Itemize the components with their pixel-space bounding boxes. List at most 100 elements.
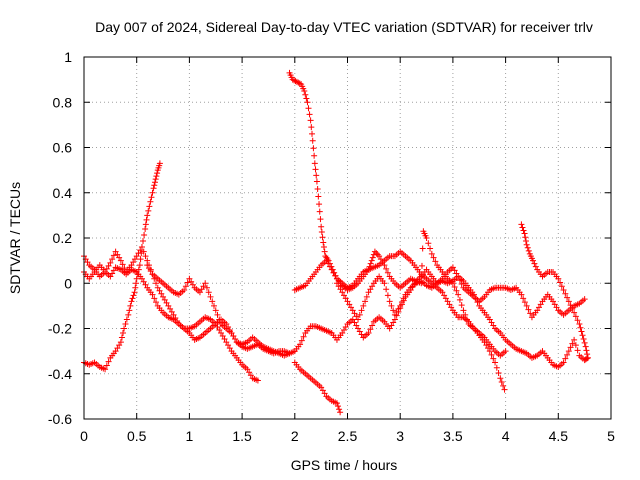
data-point bbox=[319, 387, 326, 394]
data-point bbox=[328, 266, 335, 273]
data-point bbox=[560, 359, 567, 366]
data-point bbox=[580, 336, 587, 343]
data-point bbox=[336, 406, 343, 413]
data-point bbox=[297, 341, 304, 348]
x-tick-label: 2 bbox=[291, 428, 299, 444]
data-point bbox=[388, 322, 395, 329]
data-point bbox=[146, 203, 153, 210]
data-point bbox=[210, 302, 217, 309]
data-point bbox=[214, 323, 221, 330]
data-point bbox=[318, 384, 325, 391]
data-point bbox=[376, 253, 383, 260]
data-point bbox=[369, 283, 376, 290]
y-tick-label: 0.8 bbox=[53, 94, 73, 110]
data-point bbox=[493, 364, 500, 371]
data-point bbox=[521, 299, 528, 306]
data-point bbox=[360, 302, 367, 309]
data-point bbox=[551, 301, 558, 308]
series-trace-1 bbox=[81, 244, 588, 357]
data-point bbox=[400, 295, 407, 302]
data-point bbox=[151, 179, 158, 186]
data-point bbox=[102, 366, 109, 373]
data-point bbox=[388, 302, 395, 309]
data-point bbox=[109, 270, 116, 277]
data-point bbox=[550, 298, 557, 305]
data-point bbox=[523, 241, 530, 248]
ticks: 0 0.5 1 1.5 2 2.5 3 3.5 4 4.5 5 -0.6 -0.4 -0.2 0 0.2 0.4… bbox=[48, 49, 615, 444]
data-point bbox=[358, 331, 365, 338]
data-point bbox=[117, 257, 124, 264]
data-point bbox=[137, 256, 144, 263]
data-point bbox=[497, 375, 504, 382]
data-point bbox=[393, 308, 400, 315]
data-point bbox=[423, 235, 430, 241]
data-point bbox=[353, 322, 360, 329]
data-point bbox=[110, 252, 117, 259]
data-point bbox=[144, 212, 151, 219]
data-point bbox=[181, 287, 188, 294]
data-point bbox=[577, 324, 584, 331]
data-point bbox=[232, 336, 239, 343]
data-point bbox=[383, 286, 390, 293]
data-point bbox=[119, 261, 126, 268]
data-point bbox=[131, 256, 138, 263]
data-point bbox=[451, 284, 458, 291]
data-point bbox=[367, 260, 374, 267]
data-point bbox=[226, 345, 233, 352]
data-point bbox=[319, 234, 326, 241]
data-point bbox=[498, 379, 505, 386]
data-point bbox=[460, 307, 467, 314]
data-point bbox=[490, 322, 497, 329]
data-point bbox=[140, 238, 147, 245]
data-point bbox=[151, 295, 158, 302]
data-point bbox=[333, 280, 340, 287]
data-point bbox=[145, 207, 152, 214]
data-point bbox=[351, 319, 358, 326]
data-point bbox=[428, 250, 435, 257]
data-point bbox=[212, 320, 219, 327]
data-point bbox=[325, 260, 332, 267]
data-point bbox=[565, 298, 572, 305]
data-point bbox=[315, 193, 322, 200]
x-tick-label: 1.5 bbox=[232, 428, 252, 444]
data-point bbox=[367, 326, 374, 333]
data-point bbox=[518, 291, 525, 298]
y-tick-label: -0.6 bbox=[48, 411, 72, 427]
data-point bbox=[530, 257, 537, 264]
data-point bbox=[355, 316, 362, 323]
data-point bbox=[161, 296, 168, 303]
data-point bbox=[296, 80, 303, 87]
data-point bbox=[470, 291, 477, 298]
data-point bbox=[346, 301, 353, 308]
series-trace-3 bbox=[81, 262, 261, 384]
data-point bbox=[167, 305, 174, 312]
data-point bbox=[168, 308, 175, 315]
grid bbox=[84, 57, 611, 419]
data-point bbox=[132, 284, 139, 291]
y-tick-label: -0.4 bbox=[48, 366, 72, 382]
data-point bbox=[335, 283, 342, 290]
data-point bbox=[355, 325, 362, 332]
data-point bbox=[330, 269, 337, 276]
data-point bbox=[84, 259, 91, 266]
data-point bbox=[141, 231, 148, 238]
data-point bbox=[323, 257, 330, 264]
data-point bbox=[340, 292, 347, 299]
data-point bbox=[432, 258, 439, 265]
data-point bbox=[156, 160, 163, 167]
data-point bbox=[163, 299, 170, 306]
data-point bbox=[572, 342, 579, 349]
series-trace-9 bbox=[518, 221, 591, 361]
data-point bbox=[485, 345, 492, 352]
data-point bbox=[198, 286, 205, 293]
data-point bbox=[304, 99, 311, 106]
data-point bbox=[318, 228, 325, 235]
series-trace-5 bbox=[286, 69, 508, 393]
data-point bbox=[311, 160, 318, 167]
data-point bbox=[502, 348, 509, 355]
data-point bbox=[522, 234, 529, 241]
data-point bbox=[298, 337, 305, 344]
data-point bbox=[131, 289, 138, 296]
data-point bbox=[520, 227, 527, 234]
